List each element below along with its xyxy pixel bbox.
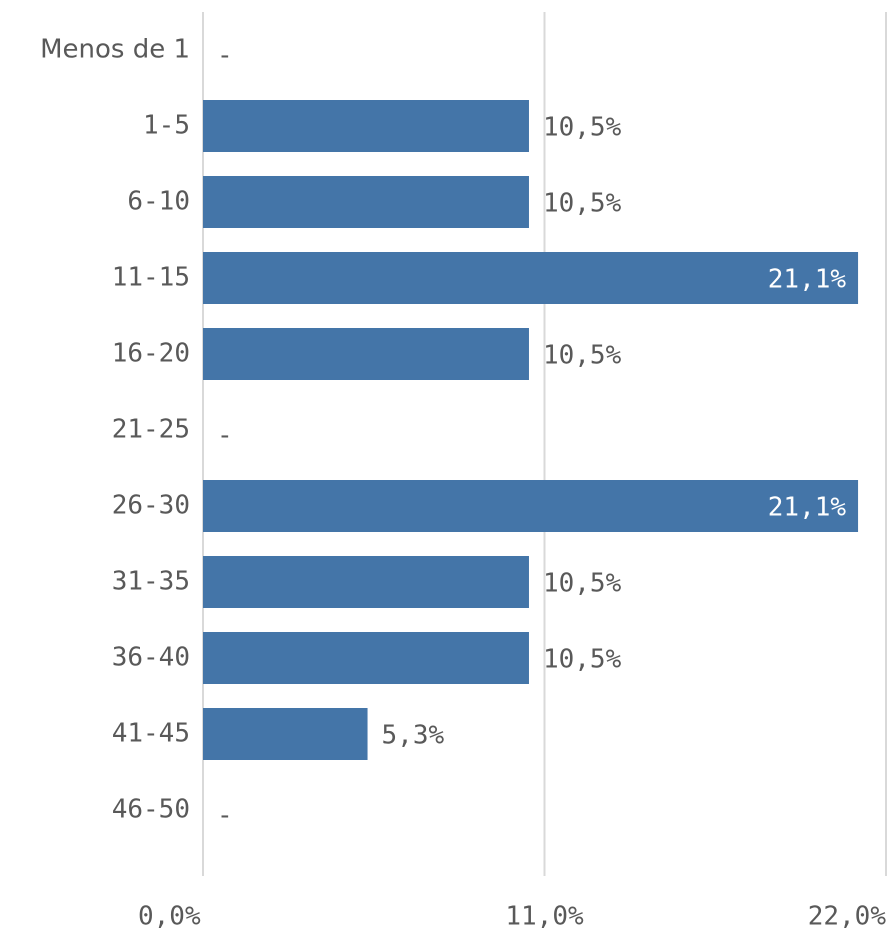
y-tick-label: 11-15 [112, 263, 190, 293]
bar [203, 252, 859, 304]
y-tick-label: 16-20 [112, 339, 190, 369]
x-tick-label: 11,0% [505, 902, 584, 932]
bar [203, 100, 529, 152]
value-label: 10,5% [543, 341, 622, 371]
y-tick-label: 6-10 [127, 187, 190, 217]
value-label: 10,5% [543, 113, 622, 143]
y-tick-label: 36-40 [112, 643, 190, 673]
value-label: 10,5% [543, 569, 622, 599]
y-tick-label: 31-35 [112, 567, 190, 597]
bar [203, 176, 529, 228]
bar [203, 632, 529, 684]
value-label: - [217, 801, 233, 831]
value-label: 10,5% [543, 189, 622, 219]
bar [203, 328, 529, 380]
bar [203, 480, 859, 532]
value-label: 5,3% [382, 721, 445, 751]
value-label: 21,1% [768, 493, 847, 523]
y-tick-label: 26-30 [112, 491, 190, 521]
bar [203, 556, 529, 608]
x-tick-label: 0,0% [138, 902, 201, 932]
x-tick-label: 22,0% [808, 902, 887, 932]
y-tick-label: 21-25 [112, 415, 190, 445]
y-tick-label: 41-45 [112, 719, 190, 749]
value-label: - [217, 421, 233, 451]
bar [203, 708, 368, 760]
y-tick-label: Menos de 1 [40, 35, 190, 65]
value-label: 10,5% [543, 645, 622, 675]
y-tick-label: 46-50 [112, 795, 190, 825]
value-label: - [217, 41, 233, 71]
value-label: 21,1% [768, 265, 847, 295]
y-tick-label: 1-5 [143, 111, 190, 141]
